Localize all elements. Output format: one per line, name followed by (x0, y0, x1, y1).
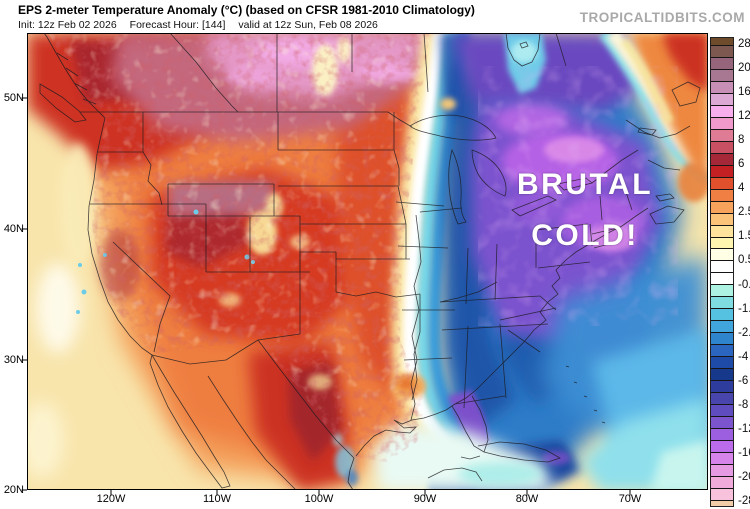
colorbar-tick-label: 2.5 (738, 206, 750, 219)
colorbar-segment (711, 38, 733, 45)
colorbar-segment (711, 104, 733, 117)
colorbar-tick-label: -2.5 (738, 326, 750, 339)
colorbar-tick-label: 6 (738, 158, 745, 171)
colorbar-segment (711, 487, 733, 500)
colorbar-segment (711, 439, 733, 452)
lat-tick-label: 50N (3, 92, 24, 104)
lon-tick-label: 100W (304, 493, 334, 505)
colorbar-segment (711, 451, 733, 464)
geo-borders (39, 33, 701, 490)
colorbar-tick-label: 1.5 (738, 230, 750, 243)
colorbar-segment (711, 428, 733, 440)
lon-tick-label: 70W (618, 493, 642, 505)
forecast-hour: Forecast Hour: [144] (129, 19, 226, 31)
colorbar-segment (711, 332, 733, 345)
colorbar-tick-label: 28 (738, 38, 750, 50)
colorbar-tick-label: -12 (738, 422, 750, 435)
colorbar-tick-label: 12 (738, 110, 750, 123)
run-info: Init: 12z Feb 02 2026 Forecast Hour: [144… (18, 19, 391, 31)
map-frame (27, 33, 708, 490)
colorbar-segment (711, 463, 733, 476)
colorbar-segment (711, 416, 733, 428)
colorbar-segment (711, 260, 733, 273)
lon-tick-label: 120W (96, 493, 126, 505)
colorbar-segment (711, 380, 733, 393)
colorbar-segment (711, 212, 733, 225)
colorbar-segment (711, 320, 733, 333)
colorbar-segment (711, 224, 733, 237)
colorbar-segment (711, 368, 733, 381)
colorbar-segment (711, 92, 733, 105)
lon-tick-label: 90W (413, 493, 437, 505)
lat-tick-label: 40N (3, 223, 24, 235)
colorbar-tick-label: 0.5 (738, 254, 750, 267)
colorbar-segment (711, 140, 733, 153)
colorbar-segment (711, 296, 733, 309)
colorbar-segment (711, 404, 733, 417)
colorbar-segment (711, 284, 733, 297)
colorbar-segment (711, 272, 733, 285)
colorbar-tick-label: -20 (738, 470, 750, 483)
axis-tick-marks (21, 97, 631, 496)
anomaly-map[interactable] (21, 33, 708, 496)
colorbar-segment (711, 176, 733, 189)
colorbar-tick-label: -1.5 (738, 302, 750, 315)
valid-time: valid at 12z Sun, Feb 08 2026 (238, 19, 378, 31)
site-watermark: TROPICALTIDBITS.COM (579, 10, 745, 25)
init-time: Init: 12z Feb 02 2026 (18, 19, 117, 31)
colorbar-tick-label: -8 (738, 398, 749, 411)
colorbar-segment (711, 80, 733, 93)
colorbar-tick-label: -4 (738, 350, 749, 363)
lat-tick-label: 30N (3, 354, 24, 366)
colorbar-segment (711, 344, 733, 357)
colorbar-segment (711, 164, 733, 177)
colorbar-segment (711, 475, 733, 488)
colorbar-segment (711, 236, 733, 249)
colorbar-segment (711, 188, 733, 201)
colorbar-tick-label: 4 (738, 182, 745, 195)
colorbar-segment (711, 56, 733, 69)
colorbar-segment (711, 128, 733, 141)
colorbar-segment (711, 308, 733, 321)
lat-tick-label: 20N (3, 484, 24, 496)
colorbar-segment (711, 116, 733, 129)
anomaly-map-canvas (21, 33, 708, 496)
colorbar-tick-label: 8 (738, 134, 745, 147)
colorbar-tick-label: -28 (738, 494, 750, 507)
colorbar-tick-label: -6 (738, 374, 749, 387)
colorbar-tick-label: -16 (738, 446, 750, 459)
lon-tick-label: 80W (515, 493, 539, 505)
colorbar-tick-label: -0.5 (738, 278, 750, 291)
colorbar-segment (711, 392, 733, 405)
lon-tick-label: 110W (203, 493, 231, 505)
page-title: EPS 2-meter Temperature Anomaly (°C) (ba… (18, 3, 475, 17)
colorbar-segment (711, 248, 733, 261)
colorbar-segment (711, 200, 733, 213)
colorbar-segment (711, 45, 733, 57)
colorbar-segment (711, 356, 733, 369)
colorbar-segment (711, 68, 733, 81)
colorbar-segment (711, 152, 733, 165)
colorbar-segment (711, 499, 733, 506)
colorbar-tick-label: 16 (738, 86, 750, 99)
colorbar-tick-label: 20 (738, 62, 750, 75)
anomaly-colorbar (710, 37, 734, 507)
